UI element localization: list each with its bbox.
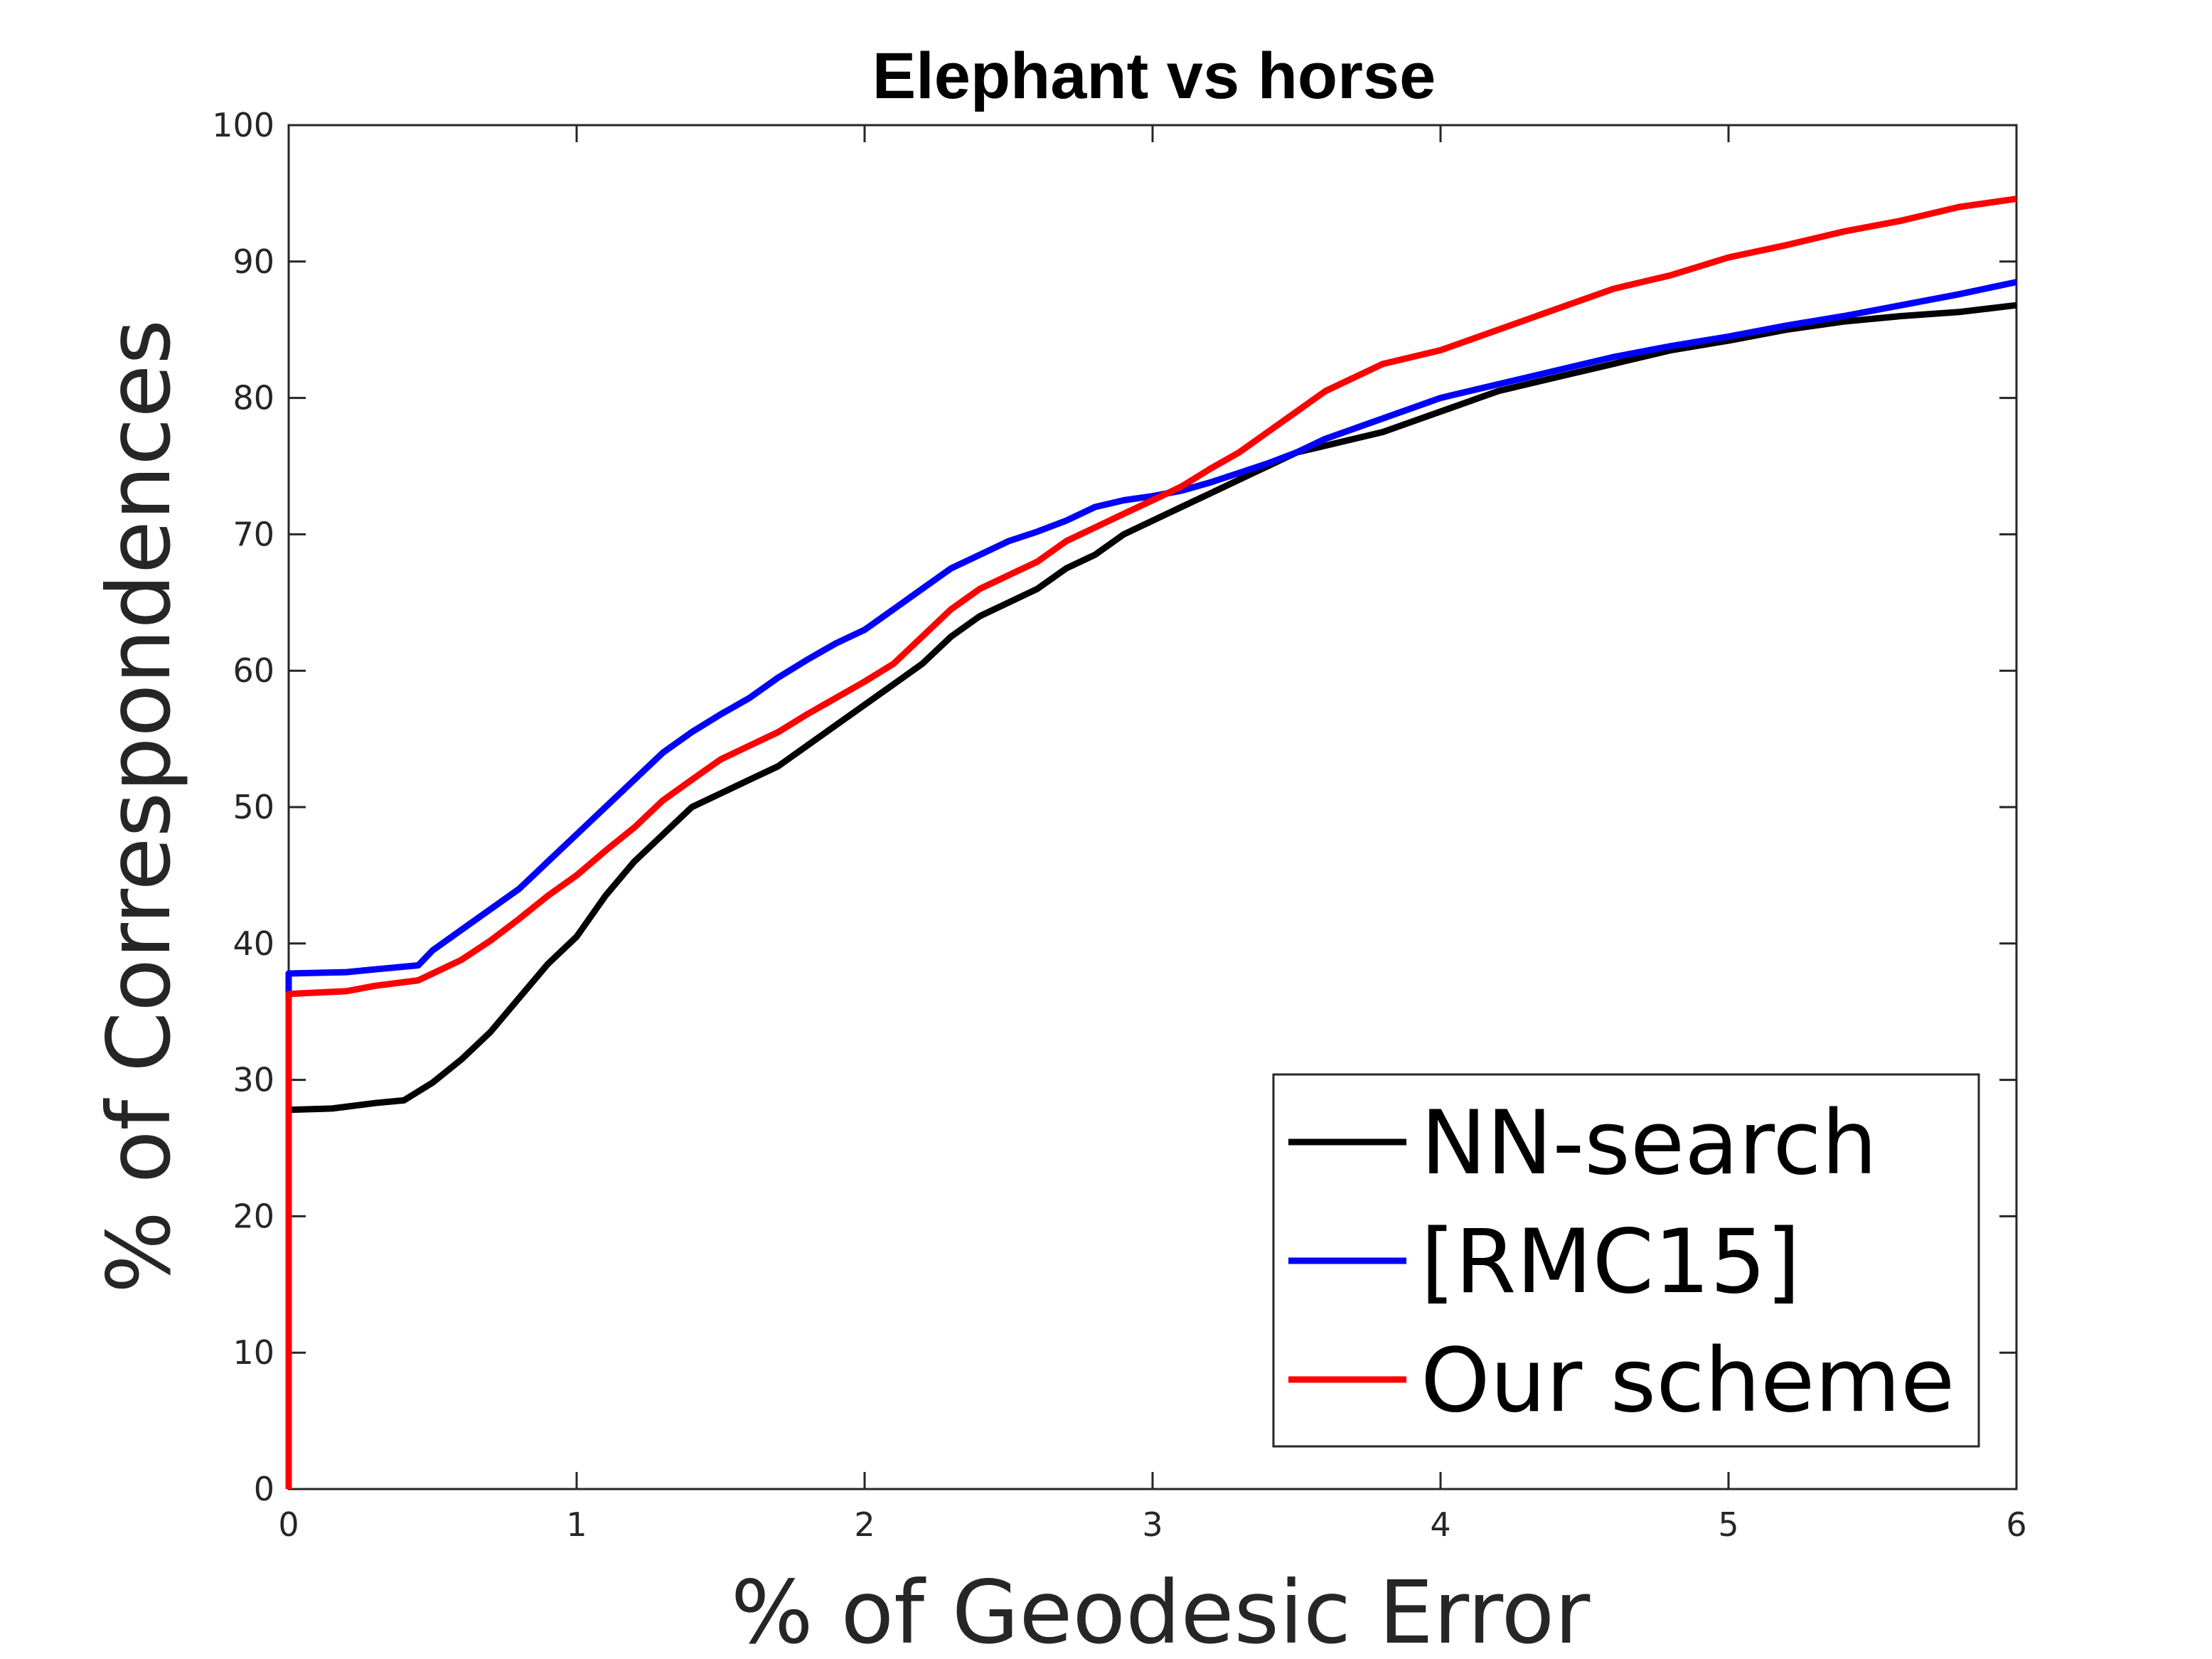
x-tick-label: 6 — [2006, 1505, 2026, 1544]
legend-entry: [RMC15] — [1288, 1211, 1800, 1313]
series-line-2 — [285, 279, 2017, 1489]
x-tick-label: 3 — [1142, 1505, 1163, 1544]
legend-entry: Our scheme — [1288, 1330, 1955, 1432]
x-tick-label: 2 — [854, 1505, 875, 1544]
legend-entry: NN-search — [1288, 1092, 1877, 1195]
y-tick-label: 40 — [233, 924, 274, 963]
chart-title: Elephant vs horse — [872, 40, 1436, 112]
legend: NN-search [RMC15] Our scheme — [1272, 1073, 1980, 1448]
x-tick-label: 4 — [1430, 1505, 1450, 1544]
x-tick-label: 1 — [566, 1505, 587, 1544]
y-tick-label: 10 — [233, 1333, 274, 1372]
y-tick-label: 70 — [233, 515, 274, 553]
y-axis-label: % of Correspondences — [89, 319, 190, 1293]
legend-label: [RMC15] — [1421, 1211, 1800, 1313]
series-line-1 — [285, 302, 2017, 1489]
legend-label: NN-search — [1421, 1092, 1877, 1195]
y-tick-label: 50 — [233, 788, 274, 826]
series-lines — [285, 196, 2017, 1489]
y-tick-label: 100 — [212, 106, 274, 144]
x-axis-label: % of Geodesic Error — [731, 1562, 1591, 1659]
y-tick-label: 0 — [254, 1470, 274, 1508]
series-line-3 — [285, 196, 2017, 1489]
y-tick-label: 90 — [233, 242, 274, 281]
y-tick-label: 20 — [233, 1197, 274, 1235]
y-tick-label: 80 — [233, 379, 274, 417]
y-tick-label: 60 — [233, 651, 274, 690]
legend-label: Our scheme — [1421, 1330, 1955, 1432]
x-tick-label: 5 — [1718, 1505, 1738, 1544]
x-tick-label: 0 — [278, 1505, 299, 1544]
y-tick-label: 30 — [233, 1061, 274, 1099]
